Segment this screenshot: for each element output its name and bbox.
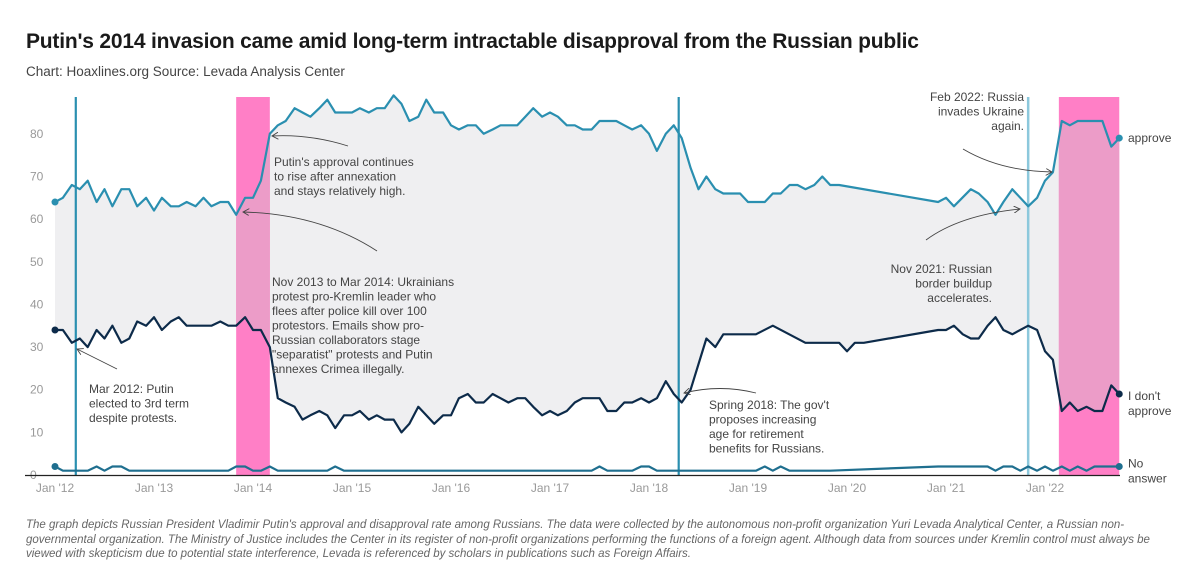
series-lines: approve I don't approve No answer bbox=[51, 94, 1172, 485]
x-tick-label: Jan '12 bbox=[36, 481, 75, 495]
y-tick-label: 40 bbox=[30, 297, 44, 311]
chart-source: Chart: Hoaxlines.org Source: Levada Anal… bbox=[26, 64, 345, 79]
shaded-period-overlap-2 bbox=[1058, 97, 1120, 433]
arrow-nov2021 bbox=[925, 209, 1020, 241]
approve-line bbox=[54, 94, 1121, 216]
arrow-feb2022 bbox=[962, 148, 1052, 172]
disapprove-line bbox=[55, 316, 1121, 434]
no-answer-line-end-dot bbox=[1115, 462, 1123, 470]
footnote: The graph depicts Russian President Vlad… bbox=[26, 519, 1150, 560]
x-tick-label: Jan '17 bbox=[531, 481, 570, 495]
arrow-mar2012 bbox=[77, 349, 118, 370]
annotation-mar2012: Mar 2012: Putin elected to 3rd term despit… bbox=[89, 382, 189, 425]
event-lines bbox=[74, 97, 1030, 475]
annotation-spring2018: Spring 2018: The gov't proposes increasin… bbox=[709, 398, 830, 456]
y-tick-label: 60 bbox=[30, 212, 44, 226]
x-tick-label: Jan '21 bbox=[927, 481, 966, 495]
annotation-approval-rise: Putin's approval continues to rise after … bbox=[274, 155, 414, 198]
x-tick-label: Jan '22 bbox=[1026, 481, 1065, 495]
annotation-feb2022: Feb 2022: Russia invades Ukraine again. bbox=[930, 90, 1024, 133]
label-disapprove: I don't approve bbox=[1128, 389, 1172, 418]
y-tick-label: 70 bbox=[30, 169, 44, 183]
shaded-periods bbox=[236, 97, 1120, 475]
arrow-approval-rise bbox=[272, 136, 349, 147]
approve-disapprove-gap-area bbox=[55, 95, 1120, 433]
arrow-crimea bbox=[243, 212, 378, 252]
x-tick-label: Jan '20 bbox=[828, 481, 867, 495]
x-tick-label: Jan '13 bbox=[135, 481, 174, 495]
approve-line-end-dot bbox=[1115, 134, 1123, 142]
no-answer-line-start-dot bbox=[51, 462, 59, 470]
chart-title: Putin's 2014 invasion came amid long-ter… bbox=[26, 30, 919, 53]
y-tick-label: 50 bbox=[30, 255, 44, 269]
annotation-crimea: Nov 2013 to Mar 2014: Ukrainians protest … bbox=[272, 275, 454, 376]
arrow-spring2018 bbox=[684, 389, 757, 394]
label-no-answer: No answer bbox=[1128, 456, 1167, 485]
x-tick-label: Jan '19 bbox=[729, 481, 768, 495]
x-tick-label: Jan '15 bbox=[333, 481, 372, 495]
gap-area bbox=[55, 95, 1120, 433]
y-tick-label: 20 bbox=[30, 383, 44, 397]
annotations: Mar 2012: Putin elected to 3rd term despit… bbox=[77, 90, 1052, 456]
y-tick-label: 30 bbox=[30, 340, 44, 354]
no-answer-line bbox=[54, 465, 1120, 472]
x-tick-label: Jan '14 bbox=[234, 481, 273, 495]
x-tick-label: Jan '18 bbox=[630, 481, 669, 495]
label-approve: approve bbox=[1128, 131, 1172, 145]
x-tick-label: Jan '16 bbox=[432, 481, 471, 495]
disapprove-line-start-dot bbox=[51, 326, 59, 334]
y-tick-label: 10 bbox=[30, 425, 44, 439]
annotation-nov2021: Nov 2021: Russian border buildup accelerat… bbox=[891, 262, 993, 305]
y-tick-label: 80 bbox=[30, 127, 44, 141]
approve-line-start-dot bbox=[51, 198, 59, 206]
disapprove-line-end-dot bbox=[1115, 390, 1123, 398]
